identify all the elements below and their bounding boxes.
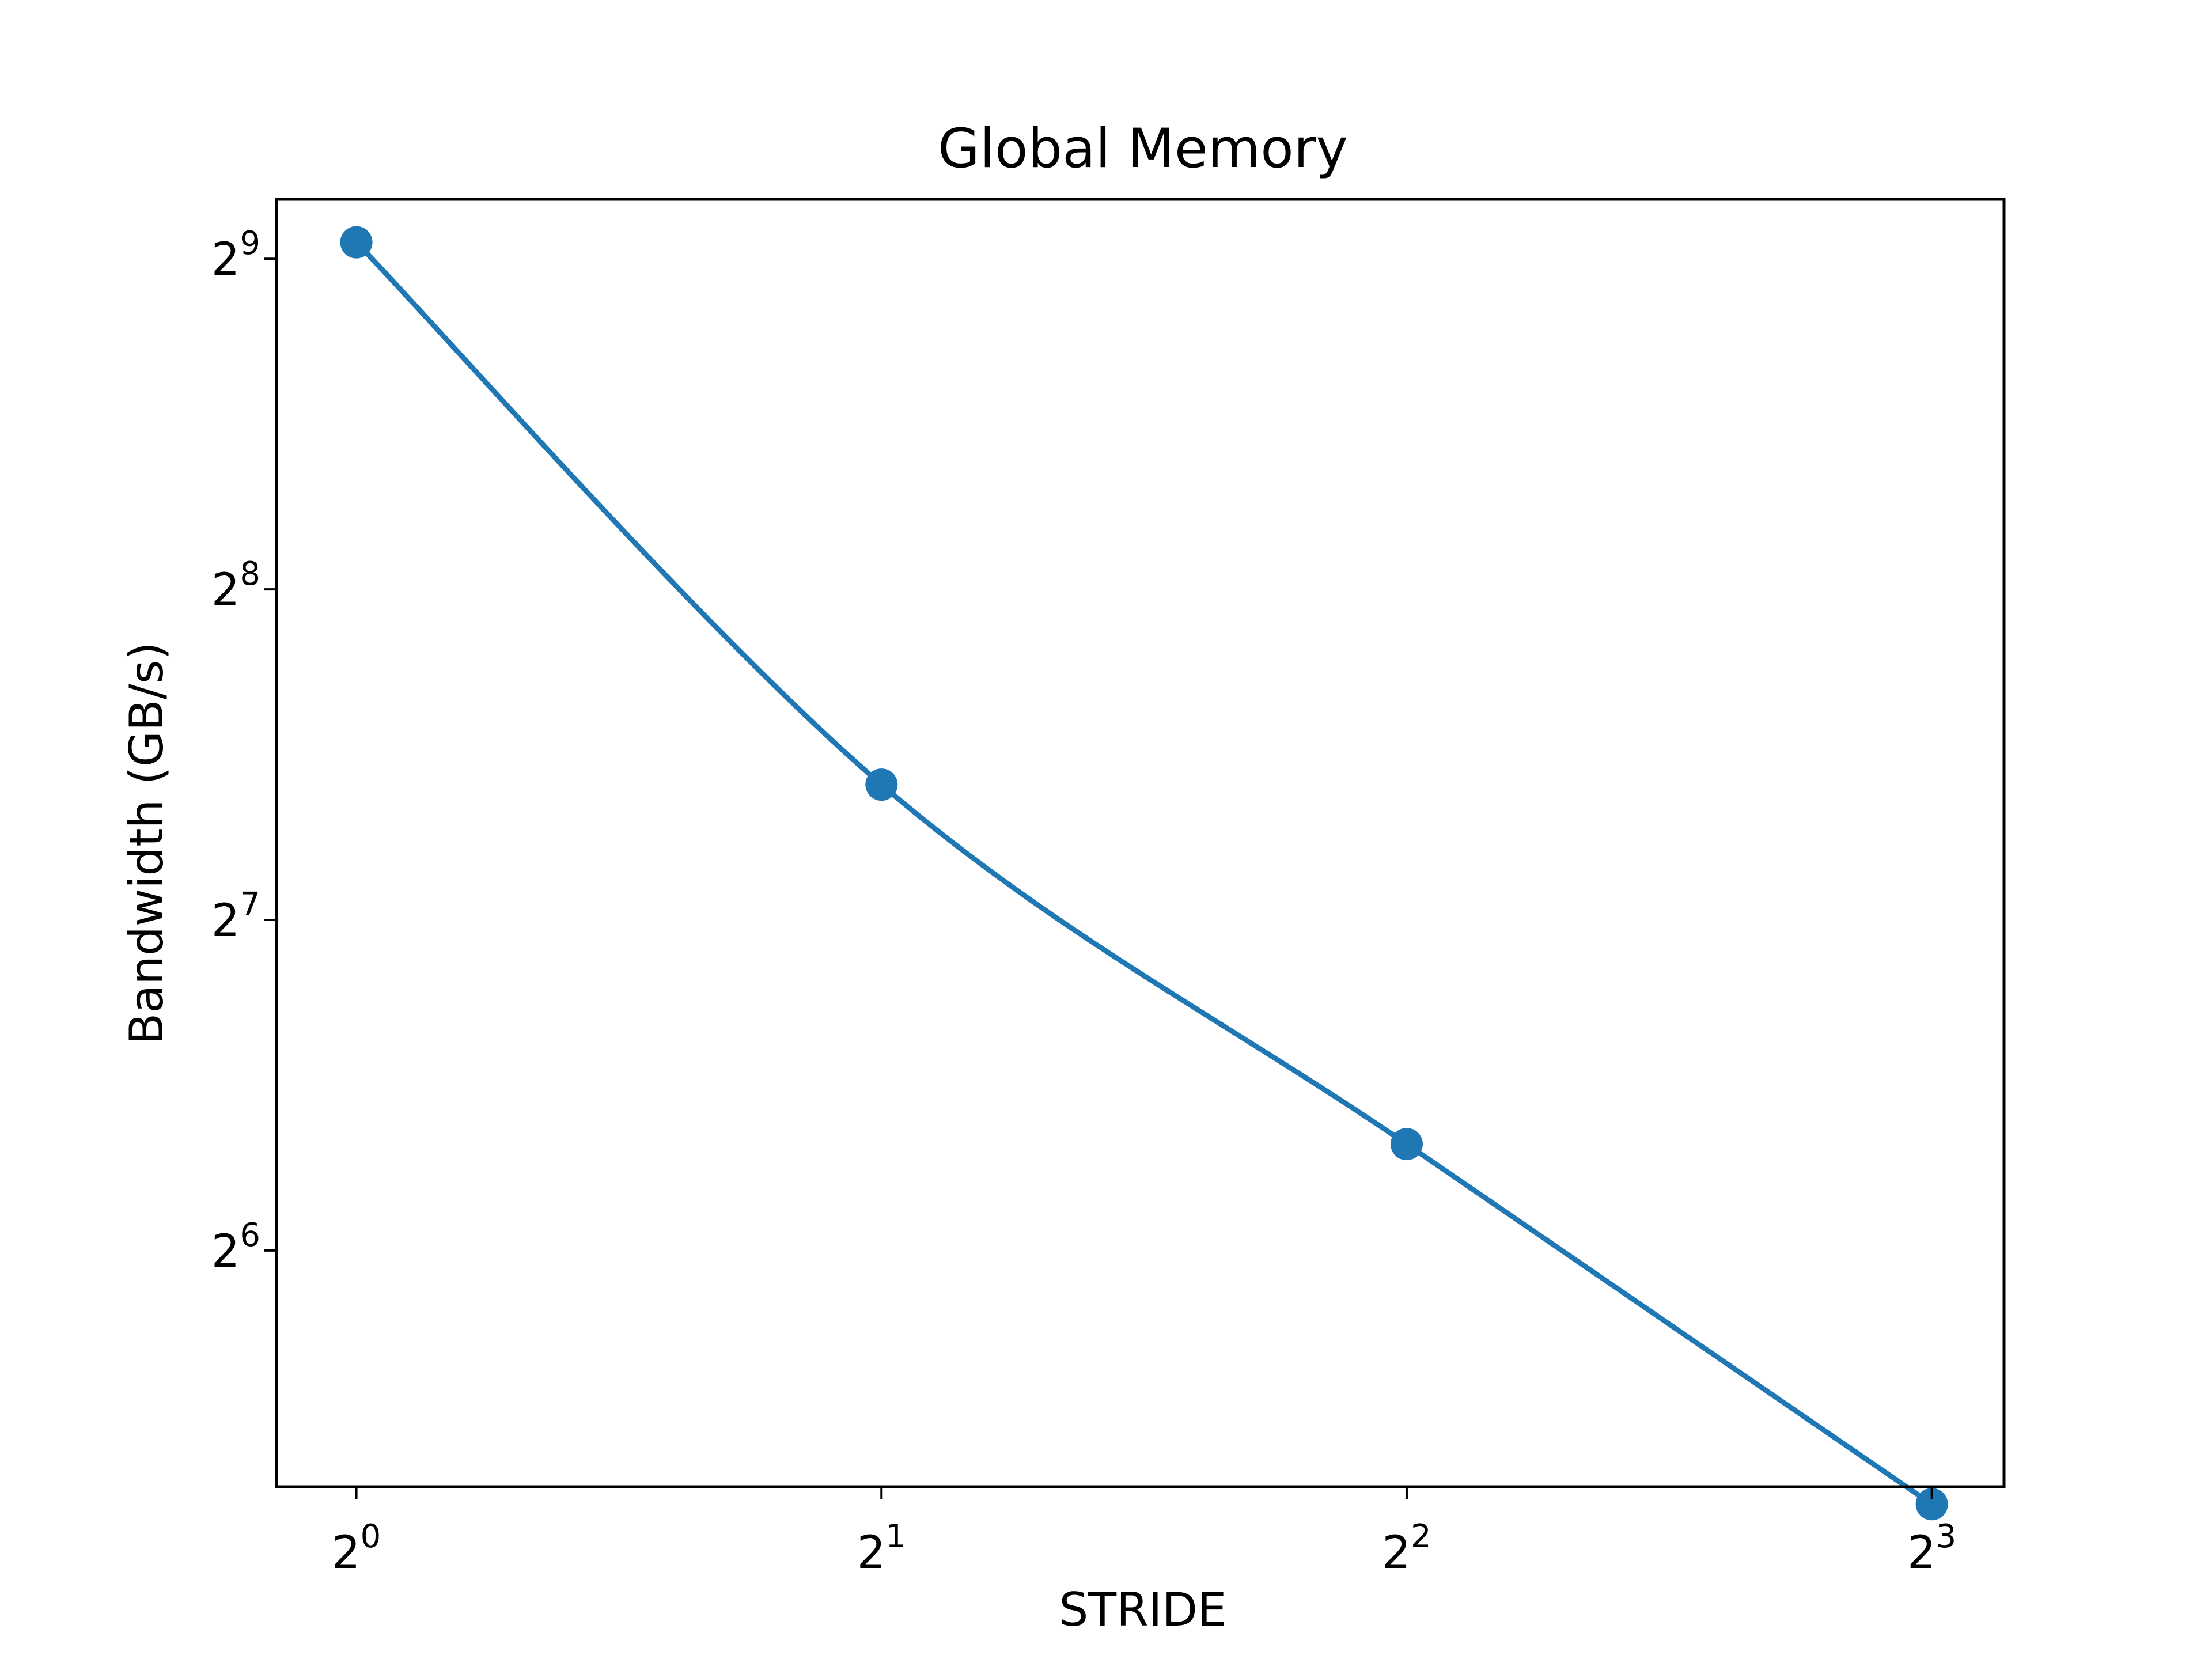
x-axis-label: STRIDE — [1059, 1583, 1227, 1637]
y-axis-label: Bandwidth (GB/s) — [120, 642, 173, 1044]
y-axis-ticks: 26 27 28 29 — [211, 225, 276, 1278]
data-point — [865, 768, 898, 801]
x-tick-label: 20 — [332, 1518, 381, 1579]
x-tick-label: 22 — [1382, 1518, 1431, 1579]
series-line — [354, 240, 1935, 1507]
y-tick-label: 27 — [211, 886, 260, 947]
y-tick-label: 29 — [211, 225, 260, 286]
data-point — [340, 226, 373, 259]
y-tick-label: 28 — [211, 555, 260, 616]
data-point — [1390, 1128, 1423, 1161]
x-tick-label: 23 — [1907, 1518, 1956, 1579]
plot-frame — [275, 198, 2006, 1488]
x-tick-label: 21 — [857, 1518, 906, 1579]
chart-title: Global Memory — [938, 118, 1348, 180]
x-axis-ticks: 20 21 22 23 — [332, 1487, 1956, 1579]
plot-area — [340, 226, 1948, 1521]
y-tick-label: 26 — [211, 1217, 260, 1278]
data-point — [1915, 1488, 1948, 1521]
